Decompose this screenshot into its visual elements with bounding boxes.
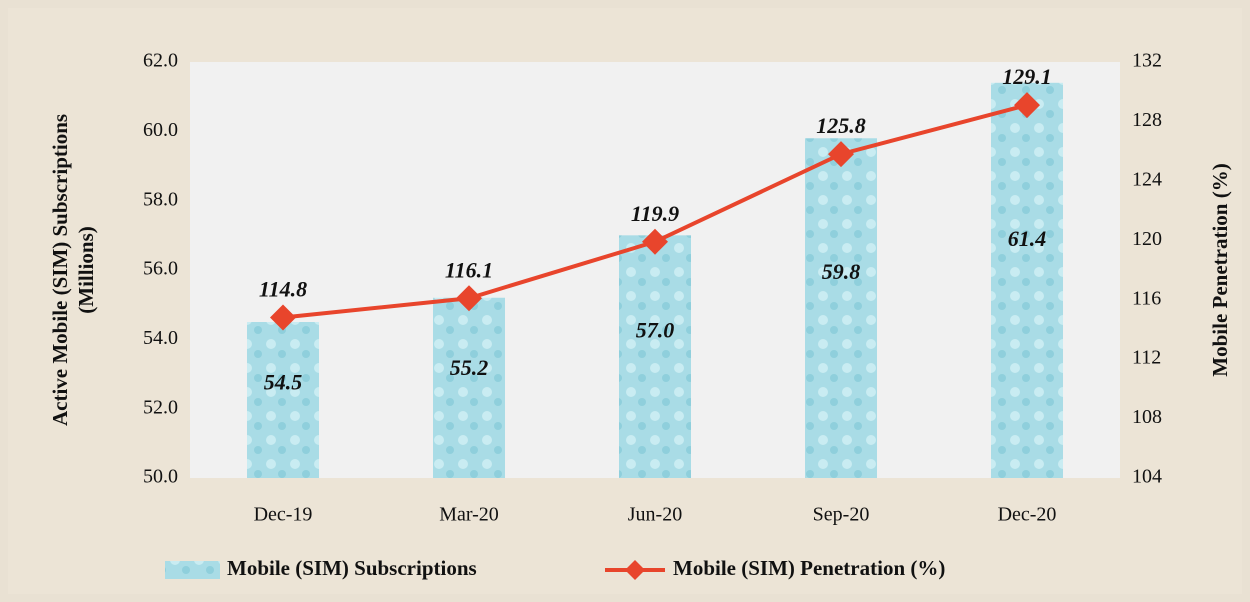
line-value-label: 129.1 bbox=[1002, 64, 1052, 89]
y2-axis-label: Mobile Penetration (%) bbox=[1208, 163, 1232, 376]
bar-value-label: 54.5 bbox=[264, 369, 303, 394]
y-tick-label: 56.0 bbox=[143, 258, 178, 280]
y-tick-label: 52.0 bbox=[143, 396, 178, 418]
bar bbox=[991, 82, 1063, 479]
x-tick-label: Dec-20 bbox=[998, 504, 1057, 526]
legend-label: Mobile (SIM) Subscriptions bbox=[227, 556, 477, 580]
bar-value-label: 59.8 bbox=[822, 259, 861, 284]
y-tick-label: 58.0 bbox=[143, 188, 178, 210]
marker bbox=[456, 285, 482, 312]
y-axis-label: Active Mobile (SIM) Subscriptions bbox=[48, 114, 72, 426]
marker bbox=[828, 141, 854, 168]
y-tick-label: 54.0 bbox=[143, 327, 178, 349]
x-tick-label: Jun-20 bbox=[628, 504, 682, 526]
y2-tick-label: 120 bbox=[1132, 228, 1162, 250]
y-tick-label: 50.0 bbox=[143, 466, 178, 488]
y-tick-label: 60.0 bbox=[143, 119, 178, 141]
marker bbox=[1014, 92, 1040, 119]
line-value-label: 116.1 bbox=[445, 257, 493, 282]
bar-value-label: 57.0 bbox=[636, 317, 675, 342]
x-tick-label: Mar-20 bbox=[439, 504, 499, 526]
bar-value-label: 55.2 bbox=[450, 355, 489, 380]
y-axis-label: (Millions) bbox=[74, 226, 98, 314]
line-value-label: 114.8 bbox=[259, 277, 307, 302]
y2-tick-label: 124 bbox=[1132, 168, 1162, 190]
bar bbox=[805, 138, 877, 478]
x-tick-label: Sep-20 bbox=[813, 504, 870, 526]
marker bbox=[642, 228, 668, 255]
line-value-label: 125.8 bbox=[816, 113, 866, 138]
legend-label: Mobile (SIM) Penetration (%) bbox=[673, 556, 945, 580]
legend-marker bbox=[625, 560, 645, 580]
y2-tick-label: 104 bbox=[1132, 466, 1162, 488]
y2-tick-label: 112 bbox=[1132, 347, 1161, 369]
bar bbox=[619, 235, 691, 478]
x-tick-label: Dec-19 bbox=[254, 504, 313, 526]
legend-swatch bbox=[165, 561, 220, 579]
y2-tick-label: 128 bbox=[1132, 109, 1162, 131]
marker bbox=[270, 304, 296, 331]
bar bbox=[433, 297, 505, 478]
y2-tick-label: 132 bbox=[1132, 50, 1162, 72]
line-value-label: 119.9 bbox=[631, 201, 679, 226]
y2-tick-label: 108 bbox=[1132, 406, 1162, 428]
y-tick-label: 62.0 bbox=[143, 50, 178, 72]
bar bbox=[247, 322, 319, 478]
y2-tick-label: 116 bbox=[1132, 287, 1161, 309]
bar-value-label: 61.4 bbox=[1008, 226, 1047, 251]
